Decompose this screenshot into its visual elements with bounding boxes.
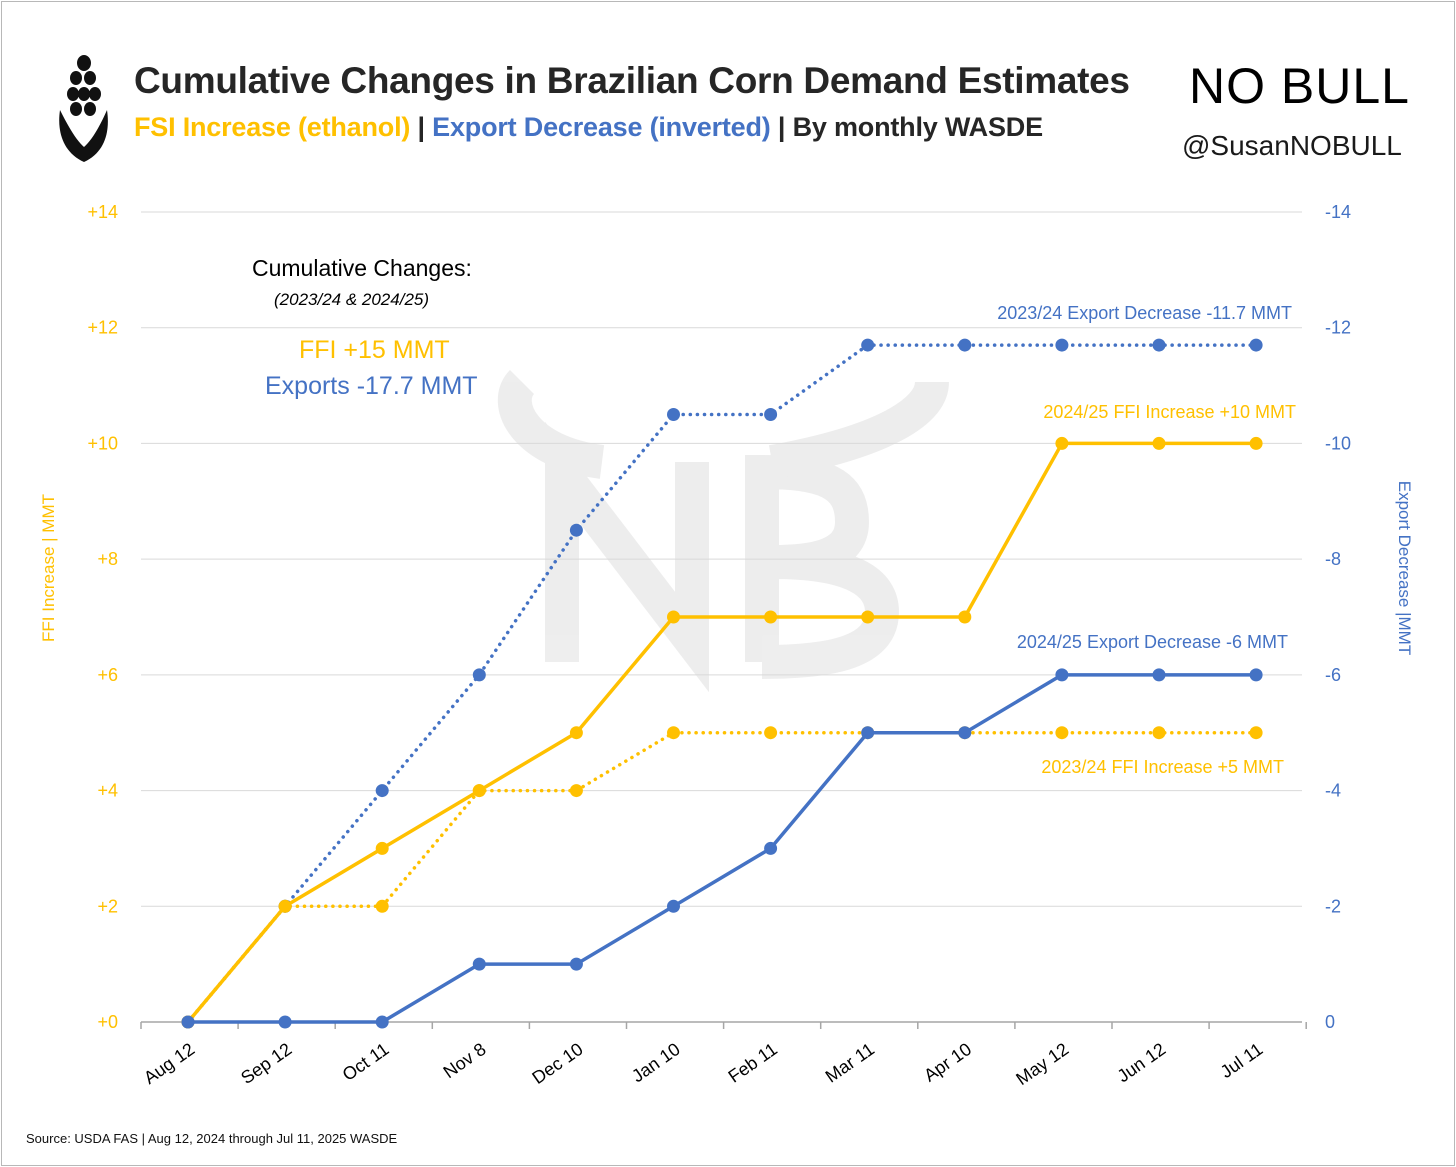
x-tick-label: Jan 10 <box>628 1039 684 1086</box>
data-point <box>569 523 583 537</box>
right-tick-label: 0 <box>1325 1012 1335 1032</box>
data-point <box>1055 668 1069 682</box>
left-tick-label: +2 <box>97 896 118 916</box>
series-layer <box>181 338 1263 1029</box>
right-tick-label: -8 <box>1325 549 1341 569</box>
subtitle-separator: | <box>770 112 793 142</box>
data-point <box>861 610 875 624</box>
data-point <box>764 610 778 624</box>
x-tick-label: Oct 11 <box>339 1039 393 1085</box>
data-point <box>1152 436 1166 450</box>
annotation-ffi-total: FFI +15 MMT <box>299 336 450 364</box>
label-layer: 2024/25 FFI Increase +10 MMT 2023/24 FFI … <box>997 303 1296 777</box>
data-point <box>764 726 778 740</box>
data-point <box>1249 338 1263 352</box>
data-point <box>861 338 875 352</box>
source-note: Source: USDA FAS | Aug 12, 2024 through … <box>26 1131 398 1146</box>
chart-subtitle: FSI Increase (ethanol) | Export Decrease… <box>134 112 1043 143</box>
x-tick-label: Apr 10 <box>920 1039 975 1086</box>
data-point <box>764 408 778 421</box>
data-point <box>1249 668 1263 682</box>
data-point <box>667 408 680 421</box>
x-tick-label: Feb 11 <box>725 1039 781 1087</box>
right-tick-label: -14 <box>1325 202 1351 222</box>
brand-logo: NO BULL <box>1189 58 1410 114</box>
data-point <box>1249 436 1263 450</box>
series-line-2024-25-ffi-increase <box>186 441 1257 1024</box>
data-point <box>958 610 972 624</box>
left-tick-label: +10 <box>87 433 118 453</box>
x-tick-label: Jun 12 <box>1114 1039 1170 1086</box>
corn-icon <box>59 55 108 162</box>
left-tick-label: +0 <box>97 1012 118 1032</box>
subtitle-rest: By monthly WASDE <box>792 112 1044 142</box>
data-point <box>1055 436 1069 450</box>
series-label: 2023/24 Export Decrease -11.7 MMT <box>997 303 1292 323</box>
series-label: 2024/25 FFI Increase +10 MMT <box>1043 402 1296 422</box>
data-point <box>1152 668 1166 682</box>
data-point <box>958 338 972 352</box>
data-point <box>1055 338 1069 352</box>
left-tick-label: +4 <box>97 781 118 801</box>
right-tick-label: -10 <box>1325 433 1351 453</box>
data-point <box>278 1015 292 1029</box>
x-tick-label: Jul 11 <box>1217 1039 1267 1082</box>
x-tick-label: Dec 10 <box>528 1039 586 1088</box>
data-point <box>569 726 583 740</box>
data-point <box>181 1015 195 1029</box>
data-point <box>958 726 972 740</box>
series-label: 2024/25 Export Decrease -6 MMT <box>1017 632 1288 652</box>
left-tick-label: +8 <box>97 549 118 569</box>
x-tick-label: Sep 12 <box>237 1039 295 1088</box>
right-tick-label: -4 <box>1325 781 1341 801</box>
data-point <box>667 899 680 913</box>
data-point <box>569 957 583 971</box>
data-point <box>472 957 486 971</box>
data-point <box>569 784 583 798</box>
data-point <box>667 726 680 740</box>
right-tick-label: -2 <box>1325 896 1341 916</box>
x-tick-label: Aug 12 <box>140 1039 198 1088</box>
left-axis-title: FFI Increase | MMT <box>39 494 58 642</box>
data-point <box>375 1015 389 1029</box>
data-point <box>472 668 486 682</box>
series-label: 2023/24 FFI Increase +5 MMT <box>1041 757 1284 777</box>
right-tick-label: -12 <box>1325 318 1351 338</box>
data-point <box>861 726 875 740</box>
data-point <box>764 841 778 855</box>
data-point <box>375 784 389 798</box>
right-tick-label: -6 <box>1325 665 1341 685</box>
left-tick-label: +14 <box>87 202 118 222</box>
data-point <box>472 784 486 798</box>
series-line-2024-25-export-decrease <box>188 673 1257 1024</box>
annotation-title: Cumulative Changes: <box>252 255 472 281</box>
annotation-subtitle: (2023/24 & 2024/25) <box>274 290 430 309</box>
x-tick-label: Nov 8 <box>440 1039 490 1082</box>
data-point <box>1152 726 1166 740</box>
annotation-exports-total: Exports -17.7 MMT <box>265 372 478 400</box>
x-tick-label: May 12 <box>1012 1039 1072 1089</box>
data-point <box>1055 726 1069 740</box>
right-axis-title: Export Decrease |MMT <box>1395 481 1414 655</box>
chart-title: Cumulative Changes in Brazilian Corn Dem… <box>134 60 1130 101</box>
data-point <box>278 899 292 913</box>
left-tick-label: +6 <box>97 665 118 685</box>
series-line-2023-24-export-decrease <box>186 343 1258 1024</box>
series-line-2023-24-ffi-increase <box>186 730 1258 1024</box>
data-point <box>1152 338 1166 352</box>
subtitle-separator: | <box>410 112 433 142</box>
data-point <box>375 899 389 913</box>
x-tick-label: Mar 11 <box>822 1039 878 1087</box>
nb-watermark <box>497 370 949 693</box>
subtitle-fsi: FSI Increase (ethanol) <box>134 112 411 142</box>
brand-handle: @SusanNOBULL <box>1182 130 1402 161</box>
subtitle-export: Export Decrease (inverted) <box>432 112 771 142</box>
data-point <box>375 841 389 855</box>
data-point <box>667 610 680 624</box>
left-tick-label: +12 <box>87 318 118 338</box>
data-point <box>1249 726 1263 740</box>
